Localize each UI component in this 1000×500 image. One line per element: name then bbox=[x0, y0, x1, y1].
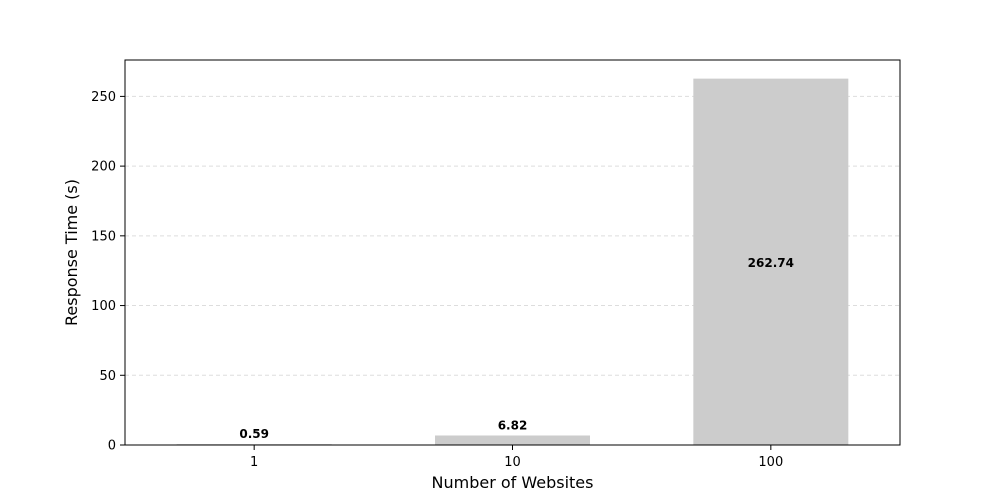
y-tick-label: 250 bbox=[91, 90, 116, 105]
bar bbox=[435, 435, 590, 445]
x-tick-label: 100 bbox=[758, 455, 783, 470]
data-label: 0.59 bbox=[239, 427, 269, 441]
x-axis-ticks: 1 10 100 bbox=[250, 445, 783, 470]
data-label: 6.82 bbox=[498, 418, 528, 432]
x-tick-label: 10 bbox=[504, 455, 521, 470]
x-tick-label: 1 bbox=[250, 455, 258, 470]
y-tick-label: 0 bbox=[108, 439, 116, 454]
y-axis-label: Response Time (s) bbox=[62, 179, 81, 326]
y-tick-label: 150 bbox=[91, 229, 116, 244]
y-tick-label: 50 bbox=[99, 369, 116, 384]
data-label: 262.74 bbox=[748, 256, 794, 270]
bar bbox=[693, 78, 849, 445]
y-tick-label: 200 bbox=[91, 160, 116, 175]
data-labels: 0.59 6.82 262.74 bbox=[239, 256, 794, 441]
y-axis-ticks: 0 50 100 150 200 250 bbox=[91, 90, 125, 454]
x-axis-label: Number of Websites bbox=[432, 473, 594, 492]
y-tick-label: 100 bbox=[91, 299, 116, 314]
